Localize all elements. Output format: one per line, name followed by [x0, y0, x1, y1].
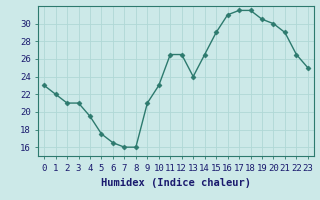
X-axis label: Humidex (Indice chaleur): Humidex (Indice chaleur) [101, 178, 251, 188]
